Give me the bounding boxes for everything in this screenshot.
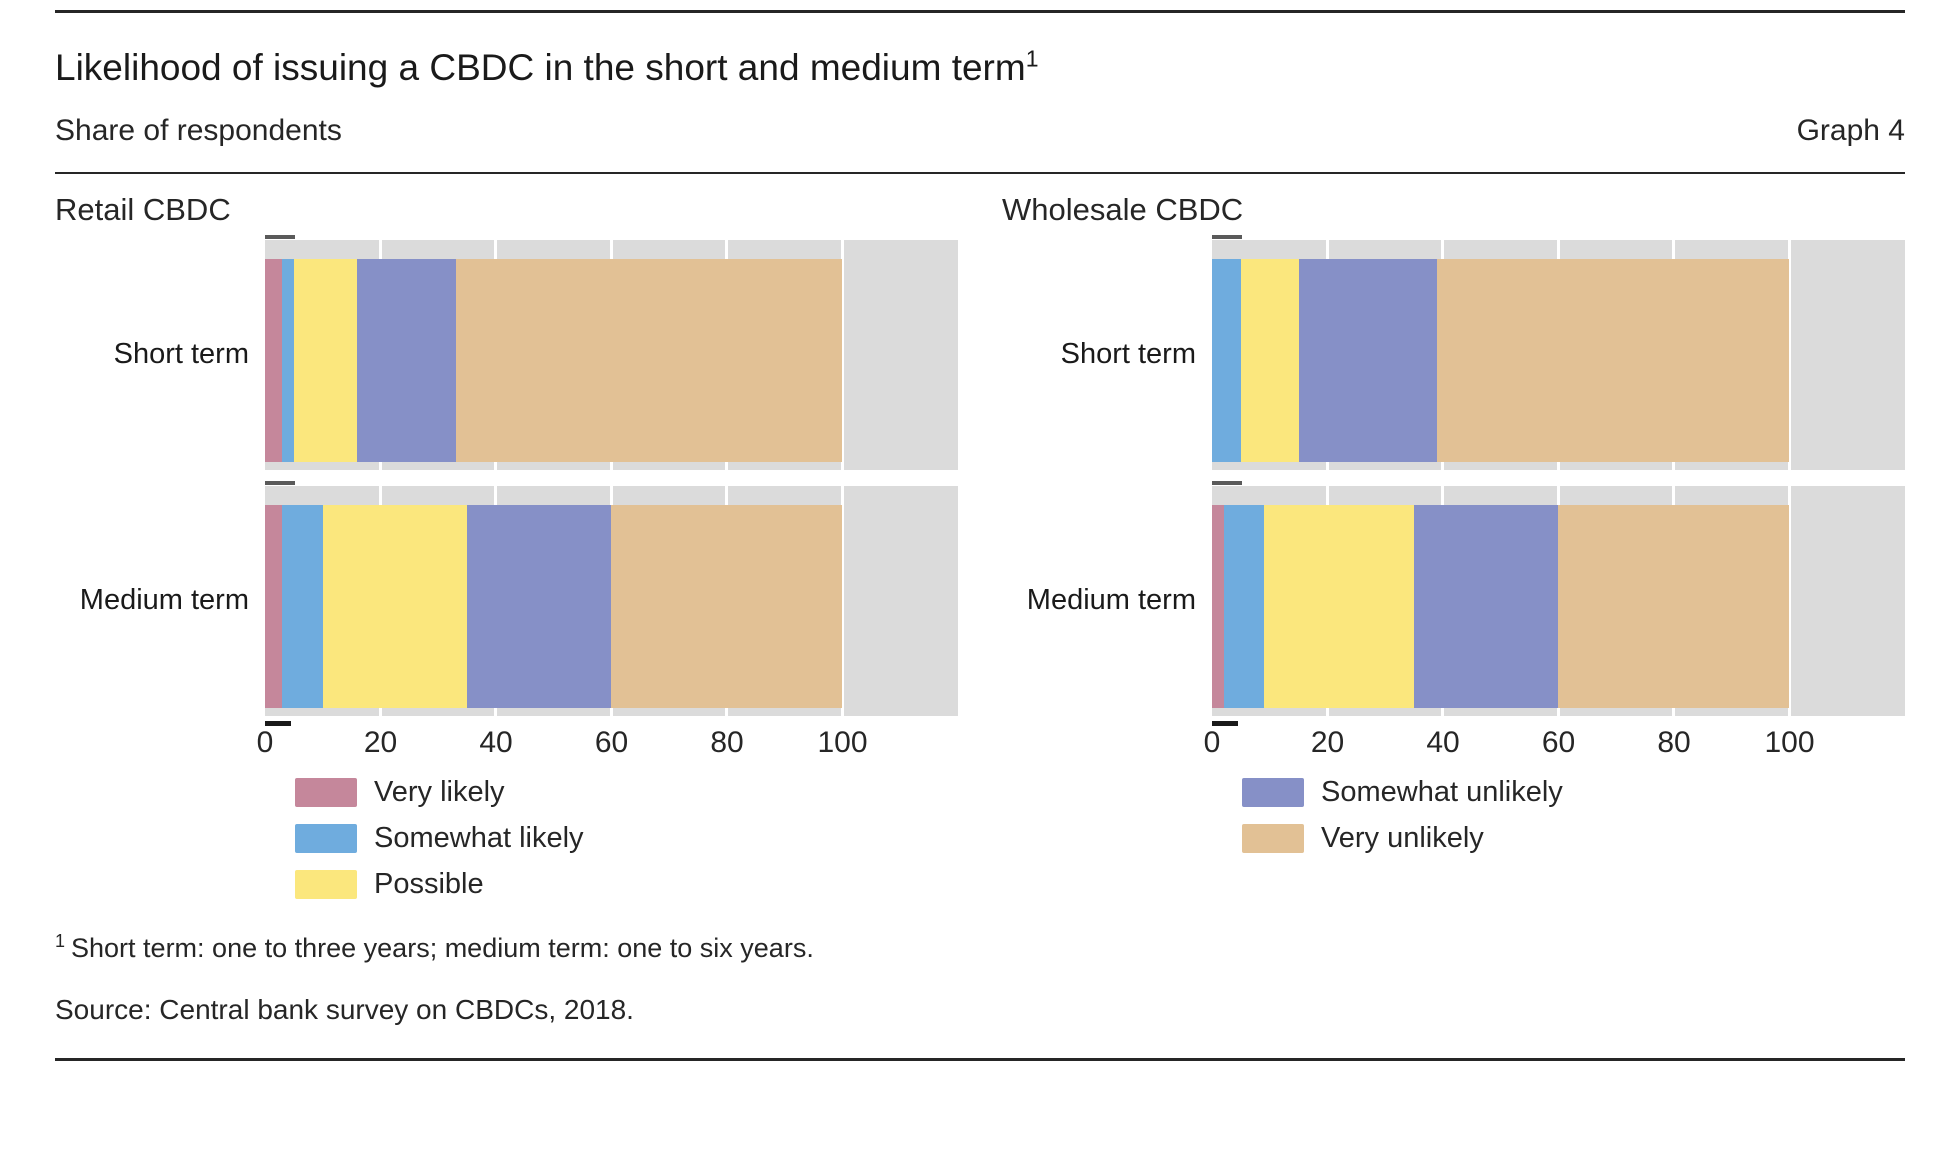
category-label-short-term: Short term: [1060, 338, 1196, 371]
page-title: Likelihood of issuing a CBDC in the shor…: [55, 47, 1905, 90]
legend-item-possible: Possible: [295, 868, 958, 901]
x-axis: 0 20 40 60 80 100: [257, 716, 958, 766]
chart-panel-retail-cbdc: Retail CBDC Short term Medium term 0 20 40 60 8…: [55, 192, 958, 901]
bar-track-short-term: [265, 234, 958, 470]
bar-track-medium-term: [265, 480, 958, 726]
bottom-rule: [55, 1057, 1905, 1061]
source-line: Source: Central bank survey on CBDCs, 20…: [55, 993, 634, 1025]
chart-panel-wholesale-cbdc: Wholesale CBDC Short term Medium term 0 20 40…: [1002, 192, 1905, 901]
footnote-marker: 1: [55, 930, 66, 951]
legend-item-somewhat-unlikely: Somewhat unlikely: [1242, 776, 1905, 809]
segment-very-unlikely: [455, 258, 843, 462]
segment-somewhat-likely: [282, 258, 294, 462]
axis-origin-tick: [265, 720, 291, 726]
graph-number-label: Graph 4: [1796, 113, 1905, 147]
segment-somewhat-likely: [282, 504, 323, 708]
gridline-100: [841, 239, 844, 470]
legend-item-somewhat-likely: Somewhat likely: [295, 822, 958, 855]
legend-label-possible: Possible: [374, 867, 484, 900]
bar-track-short-term: [1212, 234, 1905, 470]
header-divider: [55, 171, 1905, 174]
segment-very-unlikely: [611, 504, 843, 708]
x-axis: 0 20 40 60 80 100: [1204, 716, 1905, 766]
segment-somewhat-unlikely: [1414, 504, 1559, 708]
somewhat-unlikely-swatch: [1242, 777, 1304, 807]
bar-rows: Short term Medium term: [55, 234, 958, 726]
somewhat-likely-swatch: [295, 823, 357, 853]
segment-somewhat-likely: [1212, 258, 1241, 462]
footnote: 1 Short term: one to three years; medium …: [55, 931, 1905, 964]
axis-tick-dash: [265, 480, 295, 485]
legend: Very likely Somewhat likely Possible: [295, 776, 958, 901]
x-tick-label-0: 0: [1203, 725, 1221, 759]
x-tick-label-20: 20: [363, 725, 398, 759]
top-rule: [55, 10, 1905, 13]
segment-very-unlikely: [1437, 258, 1790, 462]
stacked-bar-medium-term: [265, 504, 958, 708]
footnote-text: Short term: one to three years; medium t…: [71, 932, 814, 963]
x-tick-label-60: 60: [594, 725, 629, 759]
segment-very-likely: [1212, 504, 1224, 708]
legend-item-very-unlikely: Very unlikely: [1242, 822, 1905, 855]
segment-very-unlikely: [1558, 504, 1790, 708]
bar-rows: Short term Medium term: [1002, 234, 1905, 726]
charts-container: Retail CBDC Short term Medium term 0 20 40 60 8…: [55, 192, 1905, 901]
legend-label-somewhat-unlikely: Somewhat unlikely: [1321, 775, 1563, 808]
x-tick-label-0: 0: [256, 725, 274, 759]
bar-row-short-term: Short term: [1002, 234, 1905, 470]
axis-tick-dash: [265, 234, 295, 239]
segment-very-likely: [265, 258, 283, 462]
x-tick-label-80: 80: [710, 725, 744, 759]
very-unlikely-swatch: [1242, 823, 1304, 853]
bar-row-medium-term: Medium term: [55, 480, 958, 726]
segment-very-likely: [265, 504, 283, 708]
page-title-text: Likelihood of issuing a CBDC in the shor…: [55, 47, 1026, 88]
panel-title-wholesale-cbdc: Wholesale CBDC: [1002, 191, 1244, 227]
page-title-footnote-marker: 1: [1025, 45, 1039, 72]
bar-row-medium-term: Medium term: [1002, 480, 1905, 726]
gridline-100: [1788, 239, 1791, 470]
axis-tick-dash: [1212, 234, 1242, 239]
chart-subtitle: Share of respondents: [55, 113, 342, 147]
legend-label-very-unlikely: Very unlikely: [1321, 821, 1484, 854]
legend-label-very-likely: Very likely: [374, 775, 505, 808]
x-tick-label-60: 60: [1541, 725, 1576, 759]
possible-swatch: [295, 869, 357, 899]
segment-somewhat-unlikely: [467, 504, 612, 708]
segment-possible: [293, 258, 358, 462]
very-likely-swatch: [295, 777, 357, 807]
category-label-medium-term: Medium term: [1026, 584, 1196, 617]
axis-origin-tick: [1212, 720, 1238, 726]
legend: Somewhat unlikely Very unlikely: [1242, 776, 1905, 855]
stacked-bar-medium-term: [1212, 504, 1905, 708]
x-tick-label-40: 40: [1426, 725, 1460, 759]
segment-somewhat-likely: [1223, 504, 1264, 708]
stacked-bar-short-term: [1212, 258, 1905, 462]
segment-possible: [1240, 258, 1299, 462]
panel-title-retail-cbdc: Retail CBDC: [55, 191, 231, 227]
x-tick-label-40: 40: [479, 725, 513, 759]
segment-somewhat-unlikely: [357, 258, 456, 462]
category-label-short-term: Short term: [113, 338, 249, 371]
x-tick-label-100: 100: [1764, 725, 1815, 759]
segment-possible: [1263, 504, 1415, 708]
gridline-100: [1788, 485, 1791, 716]
x-tick-label-20: 20: [1310, 725, 1345, 759]
segment-possible: [322, 504, 468, 708]
axis-tick-dash: [1212, 480, 1242, 485]
legend-item-very-likely: Very likely: [295, 776, 958, 809]
legend-label-somewhat-likely: Somewhat likely: [374, 821, 584, 854]
gridline-100: [841, 485, 844, 716]
x-tick-label-100: 100: [817, 725, 868, 759]
bar-row-short-term: Short term: [55, 234, 958, 470]
category-label-medium-term: Medium term: [79, 584, 249, 617]
stacked-bar-short-term: [265, 258, 958, 462]
subtitle-row: Share of respondents Graph 4: [55, 114, 1905, 148]
bar-track-medium-term: [1212, 480, 1905, 726]
segment-somewhat-unlikely: [1298, 258, 1438, 462]
x-tick-label-80: 80: [1657, 725, 1691, 759]
